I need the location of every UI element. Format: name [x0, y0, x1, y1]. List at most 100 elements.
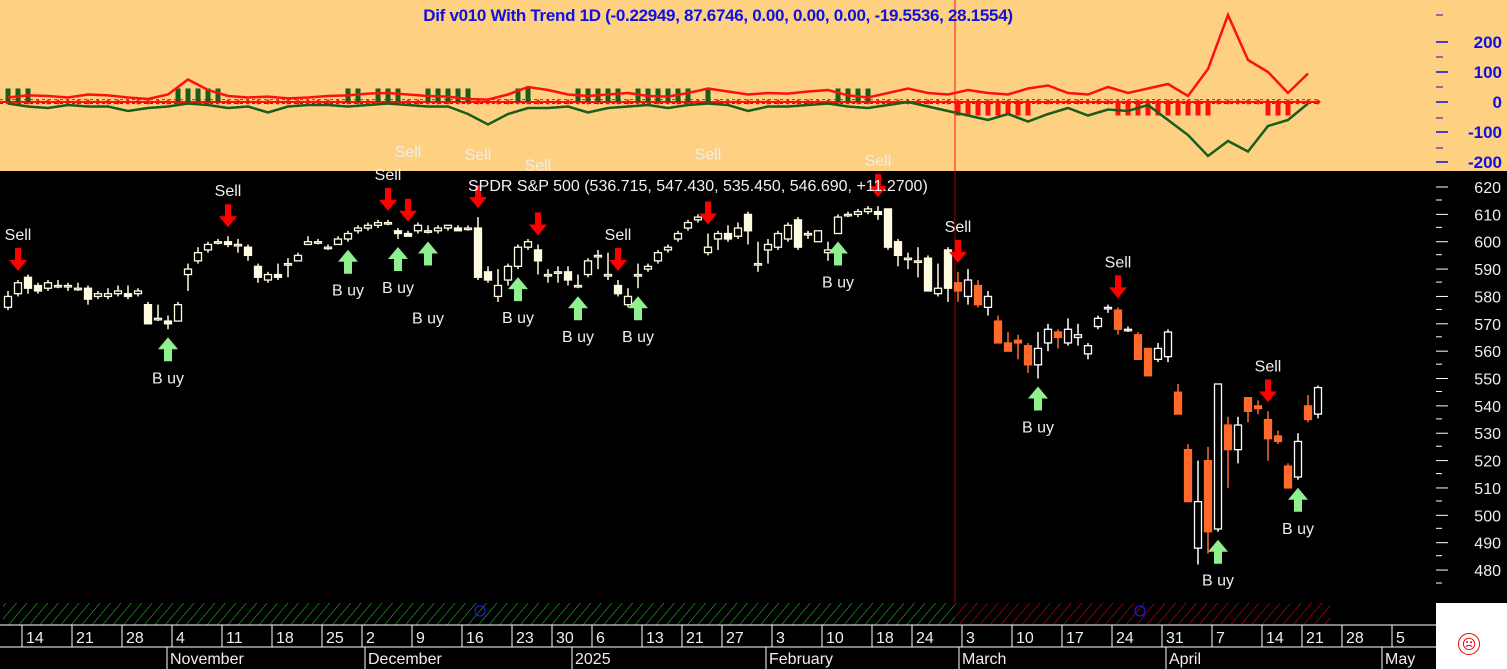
day-label: 3: [966, 630, 975, 647]
month-label: April: [1169, 651, 1201, 668]
candle-body: [223, 241, 233, 246]
osc-diamond: [1055, 99, 1061, 105]
osc-diamond: [1045, 99, 1051, 105]
candle: [1263, 411, 1273, 461]
day-label: 18: [276, 630, 294, 647]
osc-diamond: [545, 99, 551, 105]
candle-body: [733, 227, 743, 237]
candle: [1063, 318, 1073, 346]
candle: [873, 206, 883, 220]
buy-arrow-icon: [388, 246, 408, 271]
osc-diamond: [95, 99, 101, 105]
sell-arrow-icon: [9, 248, 27, 272]
sad-face-icon: ☹: [1458, 633, 1480, 655]
candle: [1053, 329, 1063, 349]
osc-bar-positive: [515, 88, 521, 102]
candle-body: [1133, 334, 1143, 361]
candle: [313, 238, 323, 245]
candle: [1133, 332, 1143, 361]
sell-label: Sell: [395, 144, 422, 161]
buy-label: B uy: [152, 370, 184, 387]
candle: [883, 208, 893, 250]
candle-body: [313, 241, 323, 244]
buy-arrow-icon: [1288, 487, 1308, 512]
day-label: 28: [1346, 630, 1364, 647]
candle: [553, 266, 563, 283]
osc-bar-negative: [1205, 102, 1211, 116]
candle: [263, 271, 273, 283]
candle-body: [923, 257, 933, 292]
osc-diamond: [305, 99, 311, 105]
sell-label: Sell: [465, 147, 492, 164]
candle: [133, 288, 143, 297]
candle: [1113, 307, 1123, 335]
candle-body: [533, 249, 543, 262]
candle: [3, 290, 13, 311]
sell-arrow-icon: [219, 204, 237, 228]
candle: [203, 241, 213, 253]
candle: [1093, 315, 1103, 330]
candle: [1043, 323, 1053, 352]
osc-diamond: [405, 99, 411, 105]
candle: [773, 230, 783, 250]
sell-label: Sell: [375, 167, 402, 184]
candle: [513, 244, 523, 270]
osc-diamond: [875, 99, 881, 105]
candle-body: [553, 271, 563, 274]
osc-bar-positive: [5, 88, 11, 102]
osc-bar-negative: [1015, 102, 1021, 116]
osc-diamond: [885, 99, 891, 105]
osc-bar-positive: [215, 88, 221, 102]
sell-label: Sell: [1105, 254, 1132, 271]
candle: [403, 230, 413, 237]
osc-bar-positive: [455, 88, 461, 102]
candle-body: [943, 249, 953, 289]
buy-label: B uy: [502, 310, 534, 327]
candle-body: [1073, 334, 1083, 339]
candle: [1203, 446, 1213, 554]
candle: [813, 230, 823, 243]
sell-label: Sell: [215, 183, 242, 200]
candle-body: [63, 284, 73, 288]
candle-body: [573, 284, 583, 288]
candle: [933, 263, 943, 297]
candle-body: [1103, 306, 1113, 310]
osc-green-line: [7, 100, 1309, 158]
osc-bar-negative: [1005, 102, 1011, 116]
candle-body: [33, 284, 43, 292]
candle: [893, 238, 903, 267]
candle: [613, 280, 623, 297]
candle-body: [123, 293, 133, 298]
osc-diamond: [625, 99, 631, 105]
candle-body: [303, 241, 313, 246]
candle-body: [693, 216, 703, 221]
candle-body: [43, 282, 53, 289]
candle: [1313, 385, 1323, 419]
osc-diamond: [85, 99, 91, 105]
buy-label: B uy: [1202, 573, 1234, 590]
day-label: 14: [26, 630, 44, 647]
osc-diamond: [745, 99, 751, 105]
osc-diamond: [235, 99, 241, 105]
day-label: 14: [1266, 630, 1284, 647]
candle: [463, 225, 473, 231]
candle: [103, 288, 113, 300]
candle-body: [173, 303, 183, 322]
candle-body: [463, 227, 473, 231]
candle: [43, 280, 53, 291]
candle-body: [1213, 383, 1223, 530]
sell-arrow-icon: [379, 187, 397, 211]
osc-diamond: [415, 99, 421, 105]
candle: [783, 222, 793, 242]
candle: [273, 263, 283, 281]
candle-body: [1063, 328, 1073, 344]
osc-diamond: [495, 99, 501, 105]
sell-arrow-icon: [399, 198, 417, 222]
osc-diamond: [1035, 99, 1041, 105]
buy-arrow-icon: [828, 241, 848, 266]
price-tick-label: 600: [1474, 235, 1501, 252]
day-label: 25: [326, 630, 344, 647]
candle: [73, 282, 83, 291]
candle: [603, 252, 613, 281]
